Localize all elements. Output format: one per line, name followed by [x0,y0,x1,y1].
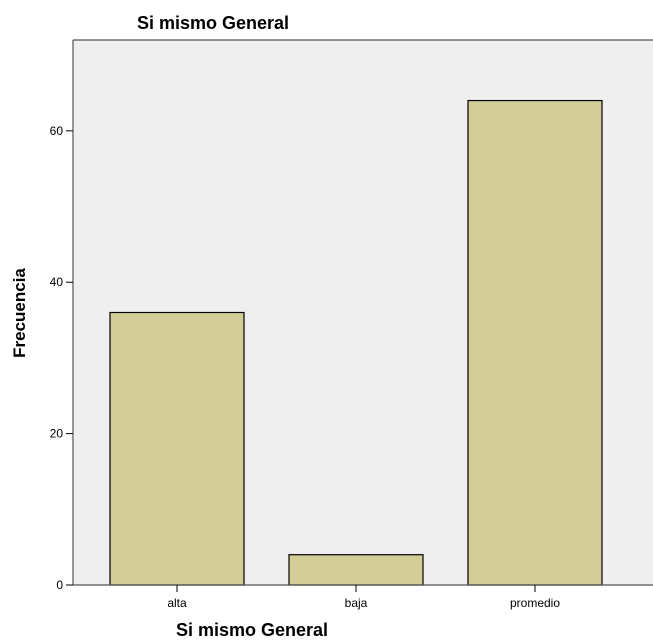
x-axis-title: Si mismo General [176,620,329,640]
y-tick-label: 60 [50,124,64,138]
x-tick-label-baja: baja [345,596,368,610]
bar-alta [109,311,245,586]
y-tick-label: 20 [50,427,64,441]
y-axis-ticks: 0 20 40 60 [50,124,73,592]
y-axis-title: Frecuencia [10,268,29,358]
bars-group [109,99,603,586]
x-tick-label-promedio: promedio [510,596,560,610]
chart-title: Si mismo General [137,13,290,33]
x-tick-label-alta: alta [167,596,187,610]
y-tick-label: 0 [56,578,63,592]
bar-promedio [467,99,603,586]
y-tick-label: 40 [50,275,64,289]
x-axis-ticks: alta baja promedio [167,585,560,610]
bar-baja [288,554,424,586]
